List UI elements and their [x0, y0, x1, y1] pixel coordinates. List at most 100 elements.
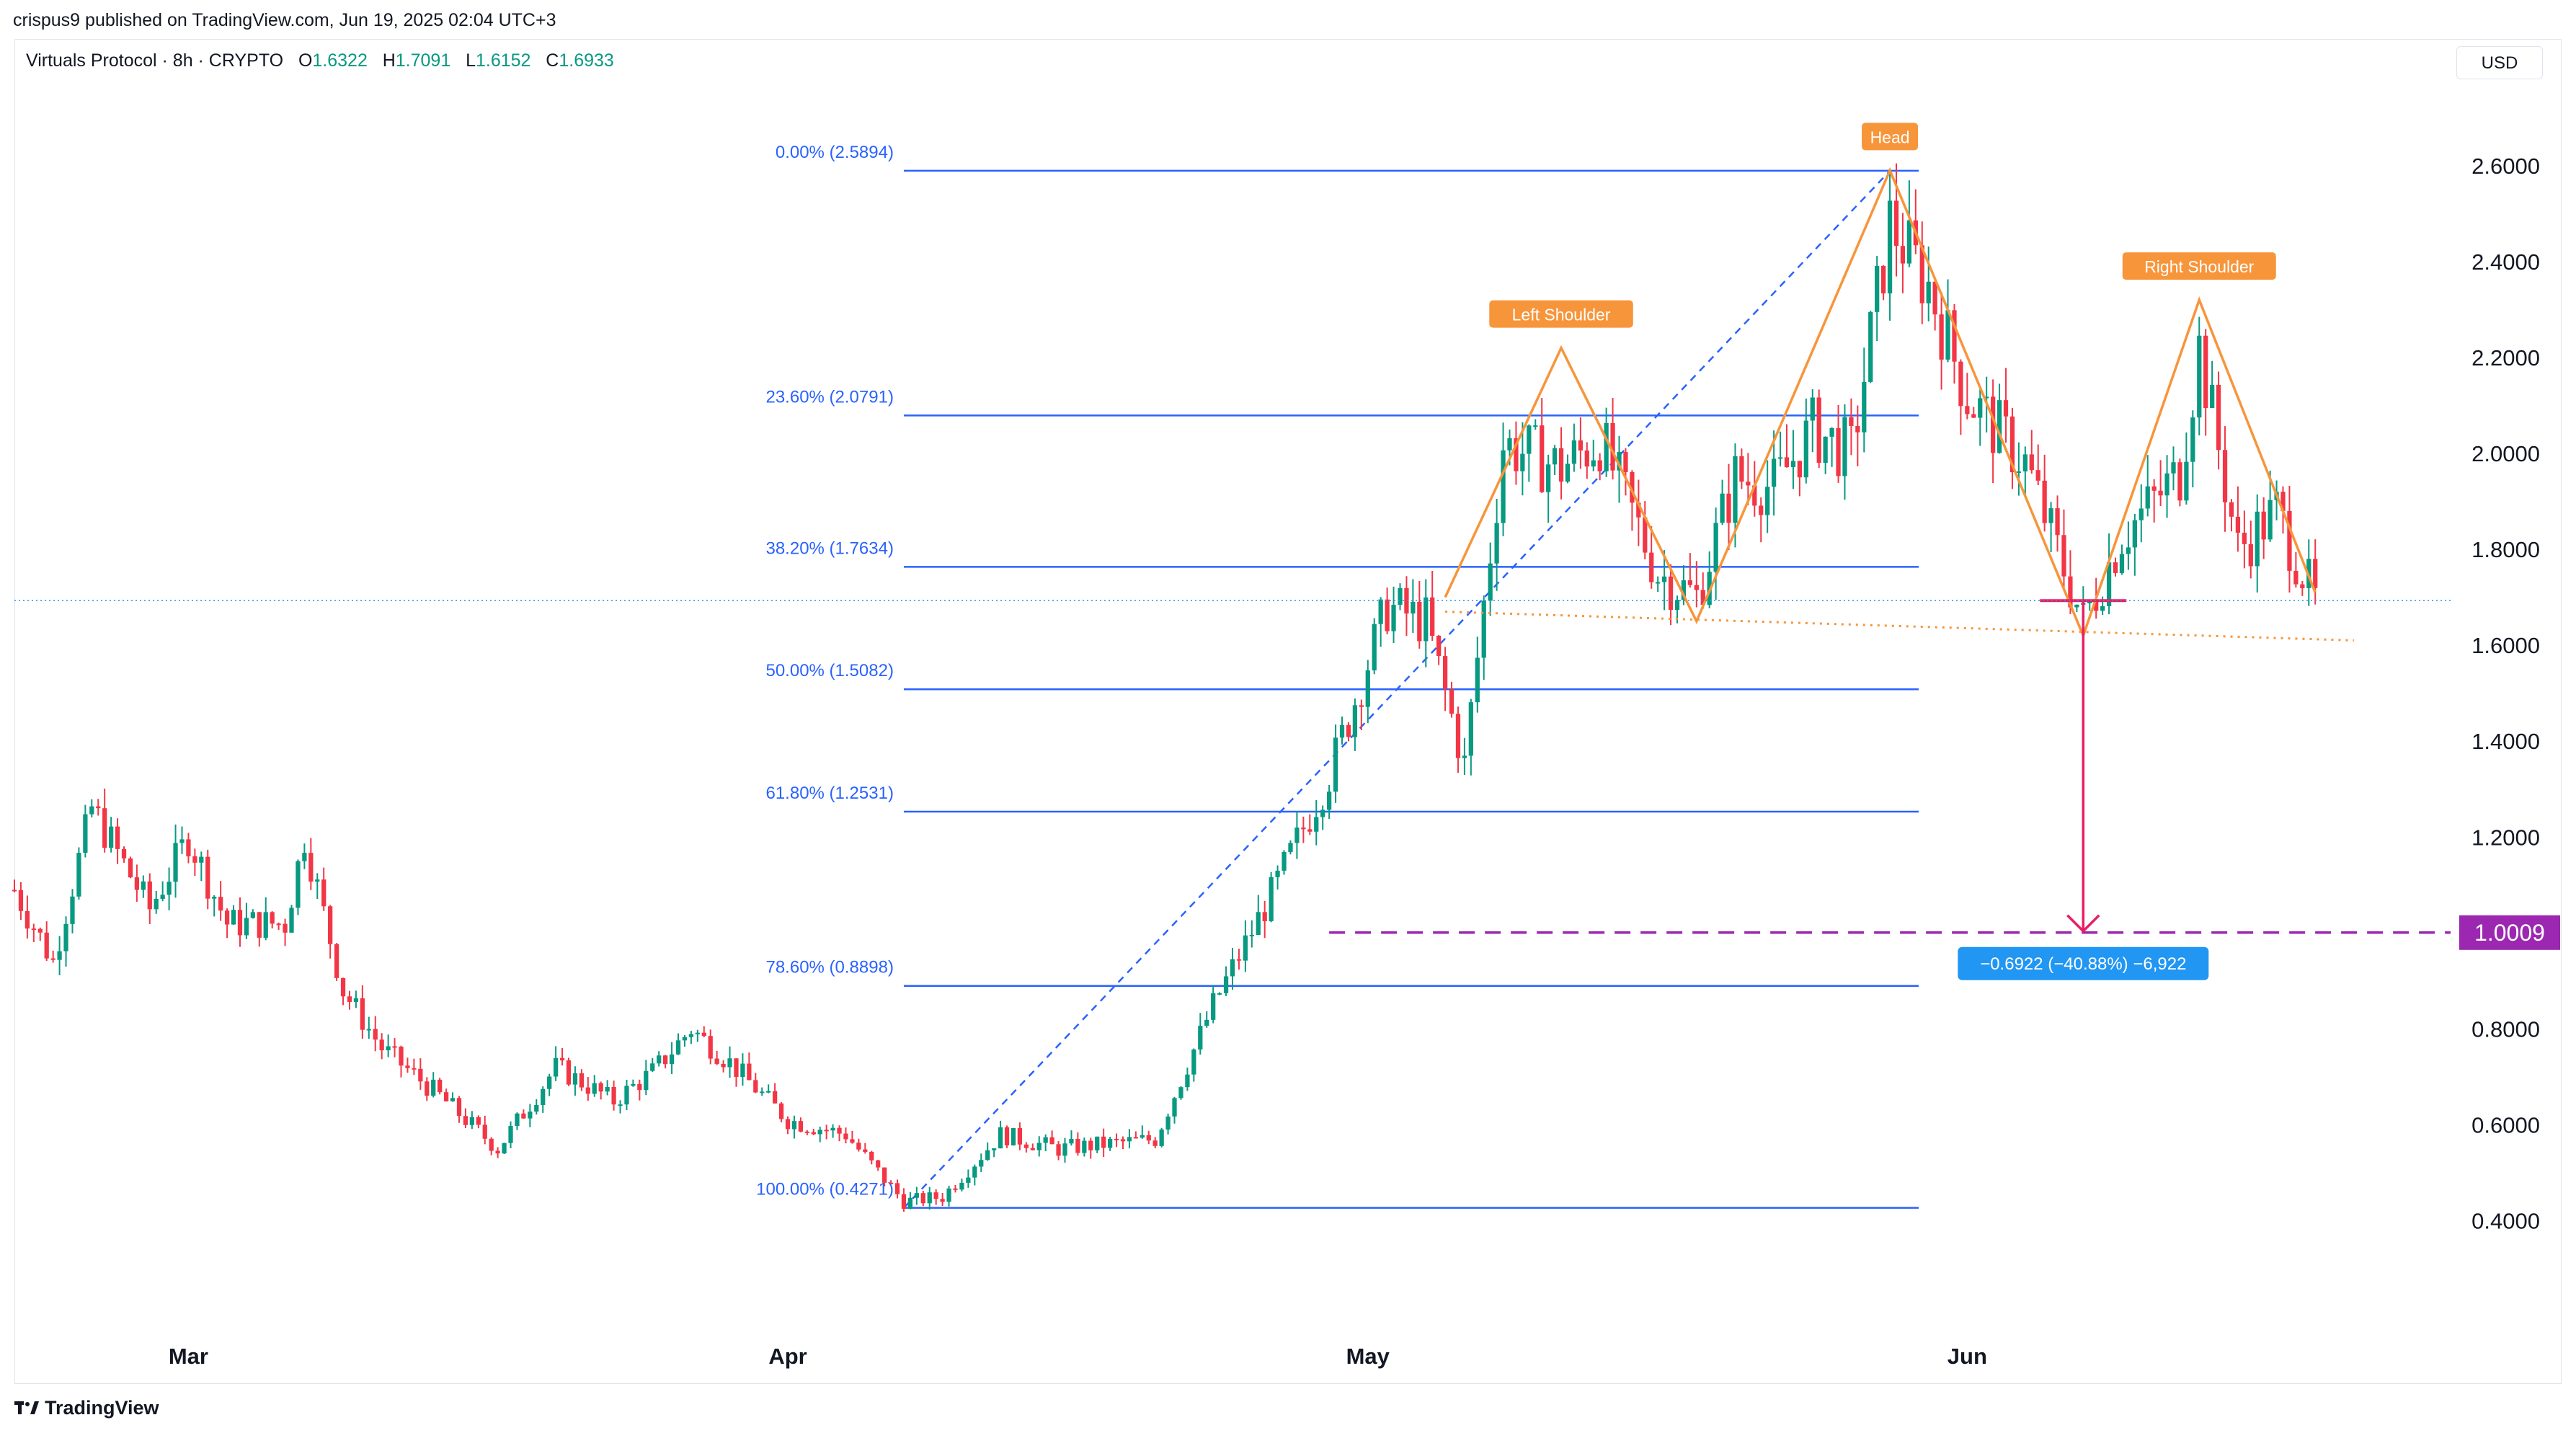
candle-body	[1656, 582, 1661, 584]
candle-body	[1494, 523, 1499, 564]
candle-body	[2132, 520, 2137, 548]
candle-body	[553, 1057, 559, 1077]
pattern-label-box[interactable]	[1862, 123, 1919, 151]
candle-body	[1320, 809, 1325, 817]
candle-body	[773, 1091, 778, 1104]
y-tick-label: 2.4000	[2471, 249, 2540, 275]
candle-body	[972, 1166, 977, 1178]
candle-body	[1359, 705, 1364, 707]
candle-body	[1578, 440, 1583, 451]
symbol-name[interactable]: Virtuals Protocol · 8h · CRYPTO	[26, 50, 284, 71]
candle-body	[521, 1113, 526, 1119]
candle-body	[2009, 416, 2015, 473]
candle-body	[1107, 1138, 1113, 1148]
symbol-info[interactable]: Virtuals Protocol · 8h · CRYPTO O1.6322 …	[26, 50, 614, 71]
head-and-shoulders-pattern[interactable]: Left Shoulder Head Right Shoulder	[1444, 123, 2354, 642]
fib-trend-line[interactable]	[903, 170, 1891, 1209]
candle-body	[2222, 450, 2228, 502]
candle-body	[386, 1046, 391, 1051]
candle-body	[1339, 724, 1345, 738]
candle-body	[2197, 335, 2202, 418]
candle-body	[83, 814, 88, 853]
tradingview-footer[interactable]: TradingView	[14, 1397, 159, 1419]
candle-body	[1424, 597, 1429, 642]
candle-body	[1527, 425, 1532, 454]
candle-body	[953, 1188, 958, 1190]
candle-body	[2068, 576, 2073, 608]
axes: 0.40000.60000.80001.00001.20001.40001.60…	[14, 154, 2560, 1369]
ohlc-open: 1.6322	[312, 50, 368, 71]
candle-body	[920, 1193, 925, 1204]
candle-body	[2235, 516, 2241, 533]
candle-body	[283, 923, 288, 933]
candle-body	[946, 1188, 951, 1202]
candle-body	[1191, 1049, 1196, 1075]
pattern-label-box[interactable]	[2122, 252, 2276, 280]
candle-body	[1152, 1140, 1158, 1146]
candle-body	[1926, 281, 1931, 303]
candle-body	[1462, 755, 1467, 758]
pattern-label-box[interactable]	[1489, 300, 1633, 328]
candle-body	[508, 1126, 513, 1143]
candle-body	[1082, 1140, 1087, 1153]
price-target[interactable]: −0.6922 (−40.88%) −6,922	[1329, 599, 2451, 980]
candle-body	[31, 928, 36, 931]
pattern-outline[interactable]	[1444, 167, 2317, 639]
candle-body	[392, 1046, 397, 1048]
candle-body	[850, 1139, 855, 1143]
candle-body	[1514, 438, 1519, 471]
candle-body	[927, 1192, 932, 1204]
candle-body	[218, 897, 223, 911]
currency-button[interactable]: USD	[2456, 46, 2543, 79]
candle-body	[863, 1149, 868, 1152]
candle-body	[469, 1117, 474, 1125]
candle-body	[1488, 563, 1493, 601]
tradingview-logo-icon	[14, 1401, 39, 1414]
candle-body	[2138, 508, 2144, 520]
candle-body	[2184, 461, 2189, 501]
candle-body	[1385, 599, 1390, 631]
footer-brand: TradingView	[45, 1397, 159, 1419]
chart-frame[interactable]	[14, 39, 2562, 1384]
candle-body	[1558, 448, 1564, 482]
candle-body	[791, 1121, 797, 1130]
candle-body	[250, 912, 255, 918]
candle-body	[2055, 508, 2060, 536]
candle-body	[1875, 265, 1880, 312]
candle-body	[224, 910, 230, 925]
candle-body	[1223, 976, 1229, 993]
candle-body	[2255, 511, 2260, 567]
candle-body	[1855, 425, 1860, 432]
candle-body	[1062, 1143, 1067, 1156]
candle-body	[199, 856, 204, 863]
candle-body	[1140, 1135, 1145, 1138]
candle-body	[992, 1148, 997, 1150]
candle-body	[192, 856, 197, 863]
candle-body	[315, 879, 320, 882]
candle-body	[1230, 959, 1235, 977]
candle-body	[128, 858, 133, 878]
candle-body	[1333, 737, 1338, 792]
candles	[12, 163, 2318, 1212]
candle-body	[1442, 656, 1448, 690]
candle-body	[1436, 635, 1442, 657]
candle-body	[740, 1063, 745, 1078]
candle-body	[2216, 384, 2221, 451]
measure-label-box[interactable]	[1958, 946, 2209, 980]
candle-body	[778, 1103, 784, 1119]
candle-body	[1971, 414, 1976, 418]
candle-body	[1404, 587, 1409, 614]
candle-body	[502, 1143, 507, 1154]
candle-body	[366, 1029, 371, 1031]
candle-body	[63, 923, 68, 951]
candle-body	[534, 1104, 539, 1112]
candle-body	[1829, 427, 1834, 437]
candle-body	[2106, 562, 2112, 606]
candle-body	[1713, 523, 1718, 572]
y-tick-label: 0.4000	[2471, 1209, 2540, 1234]
pattern-label: Right Shoulder	[2144, 257, 2254, 276]
ohlc-high-label: H	[382, 50, 396, 71]
fib-retracement[interactable]: 0.00% (2.5894) 23.60% (2.0791) 38.20% (1.7…	[756, 143, 1919, 1209]
neckline[interactable]	[1445, 611, 2354, 642]
